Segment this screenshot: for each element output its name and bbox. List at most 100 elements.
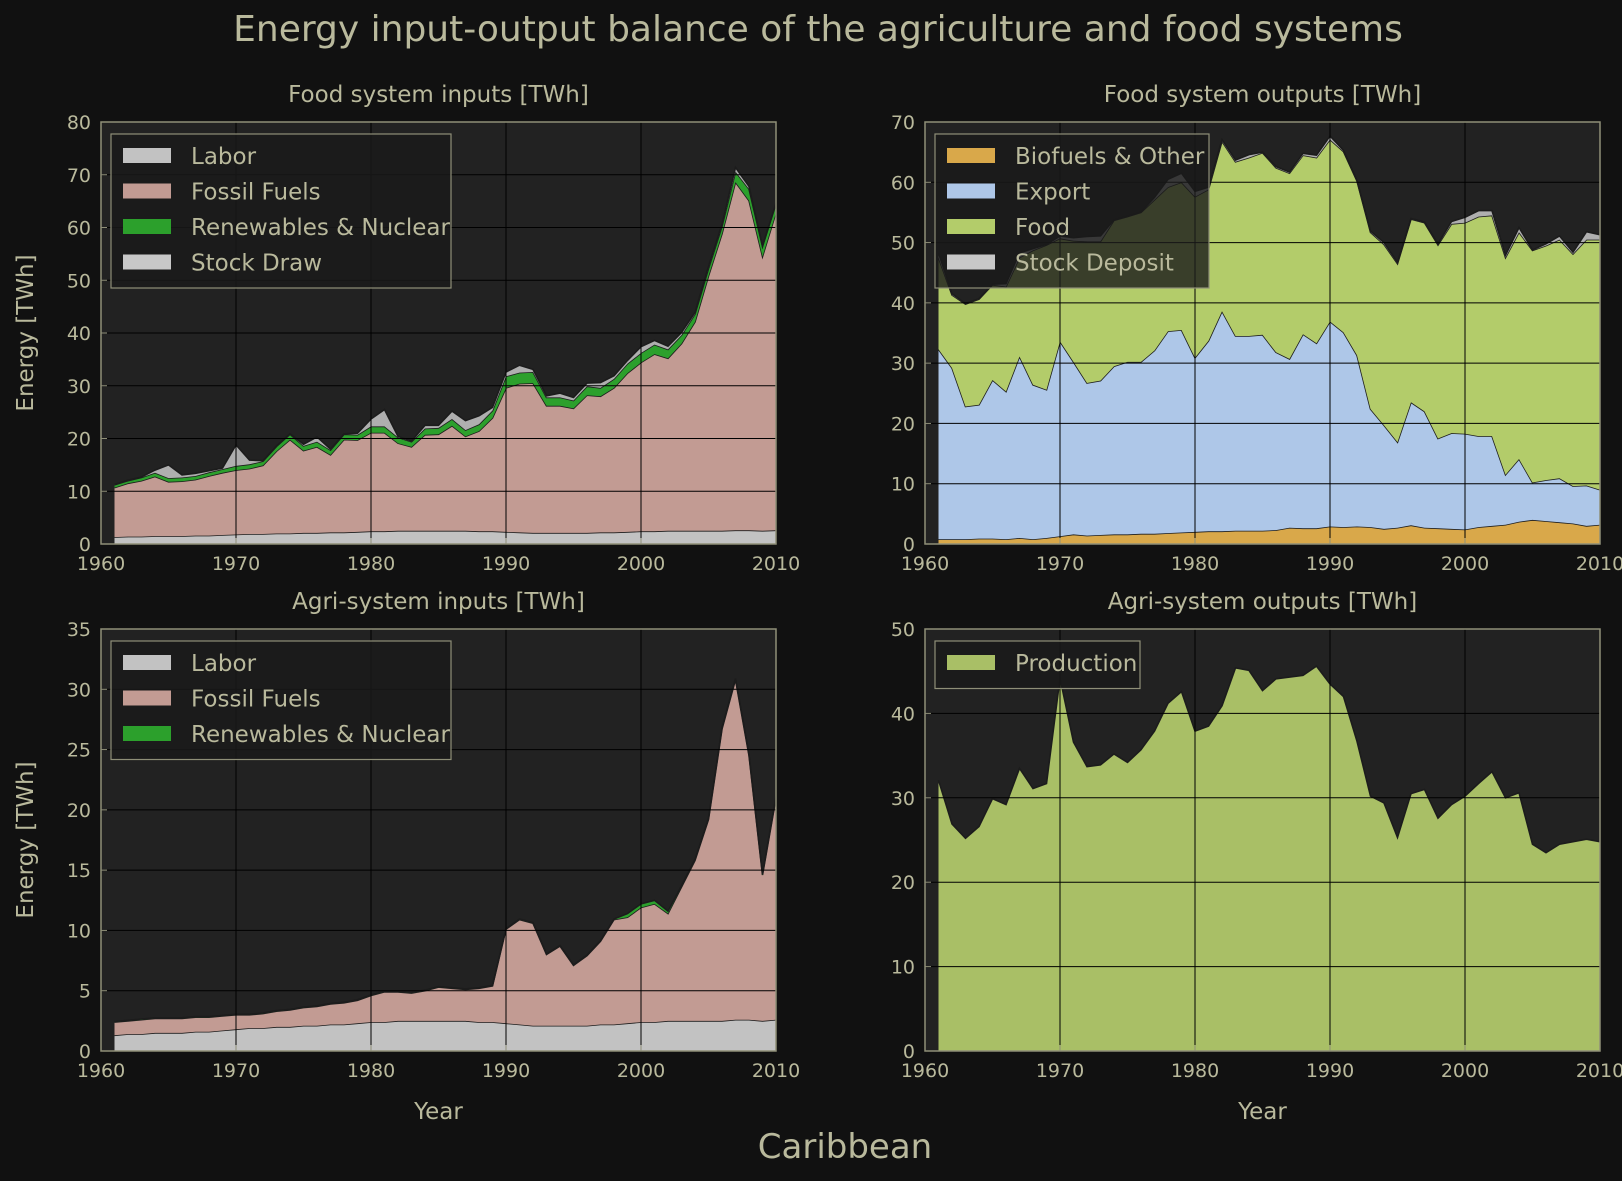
agri-inputs-ytick-label: 15 <box>67 860 91 882</box>
agri-inputs-ytick-label: 25 <box>67 740 91 762</box>
food-inputs-line-stock-draw <box>114 165 777 486</box>
agri-inputs-line-renewables-and-nuclear <box>114 678 777 1023</box>
agri-inputs-xtick-label: 1970 <box>212 1060 260 1082</box>
agri-outputs-xtick-label: 2010 <box>1576 1060 1622 1082</box>
food-inputs-xtick-label: 2010 <box>752 553 800 575</box>
agri-inputs-xtick-label: 1980 <box>347 1060 395 1082</box>
agri-inputs-area-fossil-fuels <box>114 679 776 1036</box>
agri-inputs-title: Agri-system inputs [TWh] <box>292 589 585 615</box>
food-inputs-ytick-label: 70 <box>67 165 91 187</box>
food-inputs-area-stock-draw <box>114 167 776 485</box>
agri-outputs-ytick-label: 50 <box>891 619 915 641</box>
food-outputs-legend-label-stock-deposit: Stock Deposit <box>1015 251 1174 277</box>
figure-title: Energy input-output balance of the agric… <box>233 9 1403 50</box>
agri-outputs-xtick-label: 1980 <box>1171 1060 1219 1082</box>
agri-outputs-xlabel: Year <box>1237 1099 1287 1125</box>
agri-outputs-ytick-label: 40 <box>891 703 915 725</box>
agri-inputs-xtick-label: 2010 <box>752 1060 800 1082</box>
agri-outputs-xtick-label: 1970 <box>1036 1060 1084 1082</box>
food-outputs-ytick-label: 50 <box>891 233 915 255</box>
agri-inputs-frame <box>100 628 777 1052</box>
agri-outputs-ytick-label: 30 <box>891 788 915 810</box>
food-outputs-ytick-label: 70 <box>891 112 915 134</box>
food-outputs-xtick-label: 1980 <box>1171 553 1219 575</box>
food-outputs-legend-swatch-food <box>947 219 995 234</box>
agri-inputs-xtick-label: 1960 <box>77 1060 125 1082</box>
food-inputs-legend-swatch-stock-draw <box>123 254 171 270</box>
agri-inputs-legend-label-renewables-and-nuclear: Renewables & Nuclear <box>191 722 450 748</box>
agri-inputs-legend-label-fossil-fuels: Fossil Fuels <box>191 687 321 713</box>
food-outputs-xtick-label: 2000 <box>1441 553 1489 575</box>
agri-inputs-legend-swatch-renewables-and-nuclear <box>123 726 171 741</box>
agri-inputs-ytick-label: 0 <box>79 1041 91 1063</box>
food-outputs-area-export <box>938 311 1600 540</box>
agri-inputs-legend: Labor Fossil Fuels Renewables & Nuclear <box>110 640 452 761</box>
food-outputs-ytick-label: 30 <box>891 353 915 375</box>
agri-inputs-ytick-label: 20 <box>67 800 91 822</box>
food-outputs-ytick-label: 0 <box>903 534 915 556</box>
agri-inputs-legend-swatch-labor <box>123 655 171 670</box>
food-outputs-area-biofuels-and-other <box>938 519 1600 544</box>
agri-outputs-xtick-label: 2000 <box>1441 1060 1489 1082</box>
food-inputs-ytick-label: 80 <box>67 112 91 134</box>
agri-inputs-ytick-label: 10 <box>67 920 91 942</box>
food-outputs-ytick-label: 60 <box>891 172 915 194</box>
food-outputs-xtick-label: 1970 <box>1036 553 1084 575</box>
chart-panels: 1960 1970 1980 1990 2000 20100102030405060708… <box>13 82 1622 1125</box>
food-outputs-xtick-label: 1960 <box>901 553 949 575</box>
food-outputs-xtick-label: 2010 <box>1576 553 1622 575</box>
food-inputs-legend-swatch-renewables-and-nuclear <box>123 219 171 234</box>
food-inputs-xtick-label: 1990 <box>482 553 530 575</box>
food-inputs-xtick-label: 1970 <box>212 553 260 575</box>
food-outputs-legend-label-export: Export <box>1015 180 1090 206</box>
agri-outputs-line-production <box>937 665 1601 854</box>
agri-outputs-legend-swatch-production <box>947 655 995 670</box>
food-outputs-area-food <box>938 139 1600 490</box>
food-outputs-frame <box>924 121 1601 545</box>
food-inputs-legend-swatch-fossil-fuels <box>123 183 171 199</box>
food-inputs-chart: 1960 1970 1980 1990 2000 2010 0 10 20 30 40 50 60 70 8… <box>13 82 800 575</box>
food-outputs-ytick-label: 40 <box>891 293 915 315</box>
food-outputs-legend-swatch-stock-deposit <box>947 254 995 270</box>
food-inputs-xtick-label: 2000 <box>617 553 665 575</box>
food-inputs-xtick-label: 1960 <box>77 553 125 575</box>
food-outputs-xtick-label: 1990 <box>1306 553 1354 575</box>
agri-inputs-ytick-label: 35 <box>67 619 91 641</box>
food-inputs-legend-label-fossil-fuels: Fossil Fuels <box>191 180 321 206</box>
agri-inputs-legend-label-labor: Labor <box>191 651 257 677</box>
agri-inputs-legend-swatch-fossil-fuels <box>123 690 171 706</box>
agri-outputs-ytick-label: 0 <box>903 1041 915 1063</box>
food-inputs-ytick-label: 0 <box>79 534 91 556</box>
food-outputs-chart: 1960 1970 1980 1990 2000 2010 0 10 20 30 40 50 60 70 F… <box>891 82 1622 575</box>
food-inputs-ytick-label: 10 <box>67 481 91 503</box>
food-inputs-ytick-label: 20 <box>67 429 91 451</box>
agri-outputs-legend: Production <box>934 640 1141 690</box>
food-inputs-ytick-label: 30 <box>67 376 91 398</box>
food-inputs-line-renewables-and-nuclear <box>114 169 777 486</box>
food-inputs-ylabel: Energy [TWh] <box>13 254 39 411</box>
food-inputs-legend-label-renewables-and-nuclear: Renewables & Nuclear <box>191 215 450 241</box>
agri-outputs-chart: 1960 1970 1980 1990 2000 2010 0 10 20 30 40 50 Agri-… <box>891 589 1622 1125</box>
food-inputs-legend-label-stock-draw: Stock Draw <box>191 251 322 277</box>
agri-inputs-xlabel: Year <box>413 1099 463 1125</box>
agri-outputs-xtick-label: 1960 <box>901 1060 949 1082</box>
food-outputs-legend-label-biofuels-and-other: Biofuels & Other <box>1015 144 1205 170</box>
food-outputs-legend-swatch-biofuels-and-other <box>947 148 995 163</box>
agri-outputs-ytick-label: 20 <box>891 872 915 894</box>
agri-inputs-ytick-label: 5 <box>79 981 91 1003</box>
agri-outputs-legend-label-production: Production <box>1015 651 1137 677</box>
food-outputs-ytick-label: 10 <box>891 474 915 496</box>
agri-inputs-chart: 1960 1970 1980 1990 2000 2010 0 5 10 15 20 25 30 35 Ag… <box>13 589 800 1125</box>
food-inputs-ytick-label: 40 <box>67 323 91 345</box>
agri-outputs-frame <box>924 628 1601 1052</box>
food-inputs-title: Food system inputs [TWh] <box>288 82 589 108</box>
food-inputs-legend-label-labor: Labor <box>191 144 257 170</box>
food-outputs-area-stock-deposit <box>938 135 1600 305</box>
agri-outputs-title: Agri-system outputs [TWh] <box>1108 589 1417 615</box>
food-outputs-legend: Biofuels & Other Export Food Stock Deposit <box>934 133 1210 289</box>
food-inputs-xtick-label: 1980 <box>347 553 395 575</box>
agri-inputs-ytick-label: 30 <box>67 679 91 701</box>
region-label: Caribbean <box>758 1127 932 1167</box>
agri-inputs-xtick-label: 2000 <box>617 1060 665 1082</box>
food-outputs-legend-label-food: Food <box>1015 215 1070 241</box>
